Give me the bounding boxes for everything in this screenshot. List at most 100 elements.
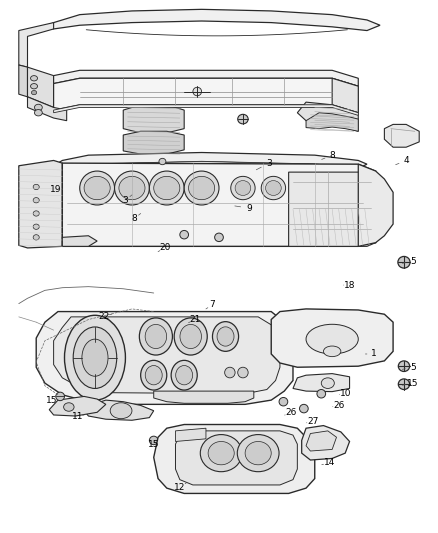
Text: 3: 3 [266,159,272,167]
Ellipse shape [33,224,39,229]
Ellipse shape [154,176,180,200]
Ellipse shape [139,318,173,355]
Ellipse shape [73,327,117,389]
Polygon shape [123,131,184,154]
Text: 11: 11 [72,411,83,421]
Ellipse shape [64,403,74,411]
Polygon shape [62,163,376,246]
Text: 5: 5 [410,257,416,265]
Ellipse shape [321,378,334,389]
Ellipse shape [80,171,115,205]
Ellipse shape [149,171,184,205]
Text: 8: 8 [131,214,137,223]
Ellipse shape [238,367,248,378]
Ellipse shape [84,176,110,200]
Text: 8: 8 [329,151,335,160]
Ellipse shape [33,211,39,216]
Ellipse shape [171,360,197,390]
Ellipse shape [33,198,39,203]
Text: 3: 3 [123,196,128,205]
Polygon shape [176,431,297,485]
Text: 27: 27 [307,417,318,426]
Ellipse shape [180,230,188,239]
Polygon shape [271,309,393,367]
Ellipse shape [141,360,167,390]
Polygon shape [53,152,367,169]
Ellipse shape [200,434,242,472]
Polygon shape [302,425,350,460]
Text: 26: 26 [285,408,297,417]
Polygon shape [53,105,358,115]
Ellipse shape [238,114,248,124]
Ellipse shape [231,176,255,200]
Ellipse shape [184,171,219,205]
Polygon shape [36,312,293,405]
Ellipse shape [300,405,308,413]
Ellipse shape [33,184,39,190]
Text: 14: 14 [324,458,336,467]
Text: 22: 22 [98,312,110,321]
Text: 5: 5 [410,363,416,372]
Text: 15: 15 [148,440,159,449]
Ellipse shape [265,181,281,196]
Polygon shape [53,70,358,86]
Ellipse shape [217,327,234,346]
Polygon shape [84,400,154,420]
Ellipse shape [317,390,325,398]
Ellipse shape [215,233,223,241]
Ellipse shape [174,318,207,355]
Ellipse shape [398,361,410,372]
Text: 1: 1 [371,350,376,359]
Ellipse shape [64,316,125,400]
Ellipse shape [323,346,341,357]
Ellipse shape [235,181,251,196]
Text: 20: 20 [159,244,170,253]
Polygon shape [358,164,393,246]
Ellipse shape [398,379,410,390]
Text: 15: 15 [407,378,418,387]
Ellipse shape [110,403,132,419]
Text: 19: 19 [50,185,62,194]
Text: 7: 7 [210,300,215,309]
Ellipse shape [225,367,235,378]
Polygon shape [19,65,28,97]
Ellipse shape [159,158,166,165]
Ellipse shape [56,392,64,401]
Ellipse shape [31,76,38,81]
Ellipse shape [245,441,271,465]
Polygon shape [385,124,419,147]
Ellipse shape [145,366,162,385]
Ellipse shape [208,441,234,465]
Ellipse shape [32,91,37,95]
Polygon shape [45,10,380,30]
Polygon shape [28,97,67,120]
Polygon shape [62,236,97,246]
Text: 12: 12 [174,483,186,492]
Ellipse shape [33,235,39,240]
Ellipse shape [176,366,193,385]
Ellipse shape [212,321,239,351]
Text: 26: 26 [333,401,344,410]
Ellipse shape [115,171,149,205]
Ellipse shape [119,176,145,200]
Polygon shape [306,113,358,131]
Text: 10: 10 [339,389,351,398]
Polygon shape [49,397,106,416]
Ellipse shape [306,324,358,354]
Ellipse shape [193,87,201,96]
Polygon shape [176,428,206,441]
Ellipse shape [145,325,166,349]
Text: 15: 15 [46,395,57,405]
Ellipse shape [279,398,288,406]
Ellipse shape [398,256,410,268]
Text: 18: 18 [344,280,355,289]
Text: 21: 21 [189,315,201,324]
Ellipse shape [180,325,201,349]
Text: 9: 9 [247,204,252,213]
Polygon shape [19,22,53,67]
Text: 4: 4 [403,156,409,165]
Ellipse shape [35,104,42,111]
Ellipse shape [261,176,286,200]
Polygon shape [53,317,280,394]
Ellipse shape [237,434,279,472]
